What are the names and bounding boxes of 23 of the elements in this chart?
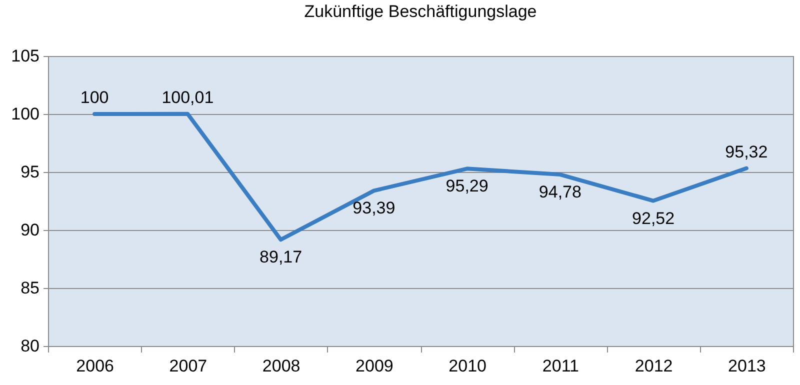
x-tick-label: 2006 [76, 356, 114, 376]
data-label: 92,52 [632, 208, 675, 228]
chart-title: Zukünftige Beschäftigungslage [304, 2, 537, 21]
x-tick-label: 2008 [262, 356, 300, 376]
data-label: 93,39 [352, 198, 396, 218]
data-label: 100,01 [162, 88, 214, 107]
data-label: 100 [80, 88, 109, 107]
y-tick-label: 100 [11, 104, 40, 124]
x-tick-label: 2011 [542, 356, 579, 376]
y-tick-label: 80 [20, 336, 40, 356]
x-tick-label: 2007 [169, 356, 208, 376]
x-tick-label: 2012 [634, 356, 673, 376]
x-tick-label: 2010 [448, 356, 486, 376]
y-tick-label: 95 [20, 162, 40, 182]
x-tick-label: 2009 [356, 356, 394, 376]
y-tick-label: 105 [11, 46, 40, 66]
data-label: 95,32 [725, 142, 768, 162]
y-tick-label: 85 [20, 278, 40, 298]
data-label: 94,78 [538, 182, 582, 202]
data-label: 89,17 [260, 248, 302, 267]
y-tick-label: 90 [20, 220, 40, 240]
x-tick-label: 2013 [728, 356, 766, 376]
data-label: 95,29 [446, 176, 488, 196]
